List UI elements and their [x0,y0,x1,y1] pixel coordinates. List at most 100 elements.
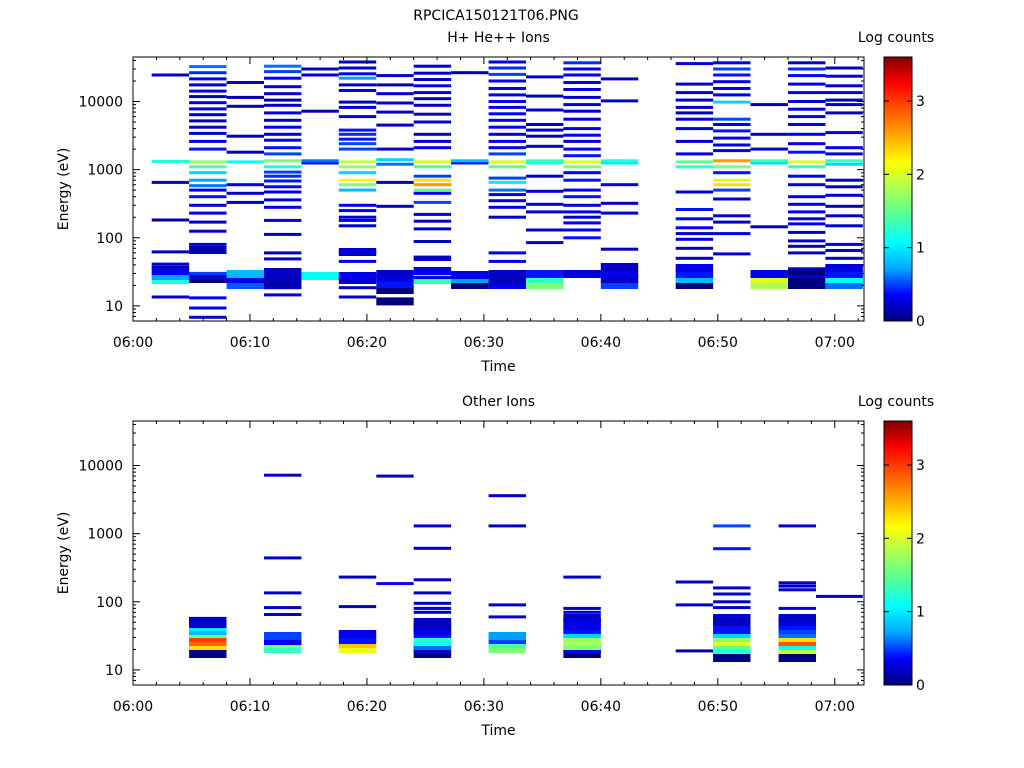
heatmap-cell [675,152,714,156]
colorbar-tick-label: 2 [916,167,925,183]
heatmap-cell [151,180,190,184]
heatmap-cell [526,202,564,206]
heatmap-cell [264,92,302,96]
heatmap-cell [151,73,190,77]
heatmap-cell [338,160,377,164]
heatmap-cell [488,160,526,164]
heatmap-cell [189,306,227,310]
heatmap-cell [788,230,826,234]
colorbar-label: Log counts [858,30,934,46]
heatmap-cell [488,259,526,263]
heatmap-cell [825,74,863,78]
heatmap-cell [264,281,302,289]
heatmap-cell [151,265,190,269]
heatmap-cell [526,108,564,112]
heatmap-cell [413,71,452,75]
heatmap-cell [376,180,414,184]
heatmap-cell [563,133,601,137]
heatmap-cell [189,119,227,123]
heatmap-cell [713,117,751,121]
heatmap-cell [788,222,826,226]
heatmap-cell [264,179,302,183]
y-tick-label: 100 [96,231,123,247]
heatmap-cell [825,224,863,228]
heatmap-cell [413,240,452,243]
heatmap-cell [376,582,414,586]
heatmap-cell [713,252,751,256]
heatmap-cell [413,188,452,192]
x-axis-label: Time [480,359,515,375]
heatmap-cell [264,556,302,560]
colorbar-gradient [883,420,913,686]
heatmap-cell [488,603,526,607]
heatmap-cell [451,281,489,289]
heatmap-cell [750,275,788,283]
heatmap-cell [563,221,601,225]
heatmap-cell [675,649,714,653]
heatmap-cell [488,281,526,285]
x-tick-label: 06:10 [230,699,270,715]
heatmap-cell [338,259,377,263]
heatmap-cell [264,613,302,616]
heatmap-cell [488,205,526,209]
heatmap-cell [788,270,826,278]
heatmap-cell [788,67,826,71]
heatmap-cell [488,270,526,278]
heatmap-cell [675,246,714,250]
heatmap-cell [488,176,526,180]
heatmap-cell [413,91,452,95]
colorbar: Log counts 0 1 2 3 [858,394,934,694]
heatmap-cell [226,275,264,283]
heatmap-cell [338,605,377,609]
heatmap-cell [189,246,227,254]
heatmap-cell [376,162,414,166]
heatmap-cell [226,183,264,187]
heatmap-cell [675,275,714,283]
heatmap-cell [713,93,751,97]
heatmap-cell [825,214,863,218]
heatmap-cell [488,79,526,83]
heatmap-cell [713,654,751,662]
heatmap-cell [413,178,452,182]
heatmap-cell [488,93,526,97]
heatmap-cell [376,101,414,105]
heatmap-cell [526,75,564,79]
heatmap-cell [301,109,339,113]
heatmap-cell [788,123,826,126]
x-tick-label: 06:40 [581,335,621,351]
heatmap-cell [563,73,601,77]
heatmap-cell [338,165,377,169]
heatmap-cell [488,100,526,103]
heatmap-cell [788,210,826,214]
heatmap-cell [338,178,377,182]
heatmap-cell [264,645,302,653]
heatmap-cell [413,276,452,280]
heatmap-cell [413,146,452,150]
heatmap-cell [189,650,227,658]
heatmap-cell [526,210,564,214]
heatmap-cell [563,61,601,65]
heatmap-cell [788,107,826,111]
heatmap-cell [376,297,414,306]
heatmap-cell [713,87,751,90]
heatmap-cell [338,203,377,207]
heatmap-cell [713,183,751,187]
heatmap-cell [413,272,452,280]
heatmap-cell [825,185,863,189]
heatmap-cell [526,159,564,163]
heatmap-cell [713,524,751,528]
heatmap-cell [189,65,227,69]
y-tick-label: 10 [105,663,123,679]
heatmap-cell [338,209,377,213]
heatmap-cell [338,137,377,141]
heatmap-cell [675,105,714,109]
heatmap-cell [563,575,601,579]
heatmap-cells [189,473,863,662]
heatmap-cell [675,237,714,241]
heatmap-cell [526,275,564,283]
heatmap-cell [338,215,377,219]
y-axis-label: Energy (eV) [56,512,72,595]
heatmap-cell [750,225,788,229]
heatmap-cell [825,193,863,197]
heatmap-cell [788,239,826,243]
